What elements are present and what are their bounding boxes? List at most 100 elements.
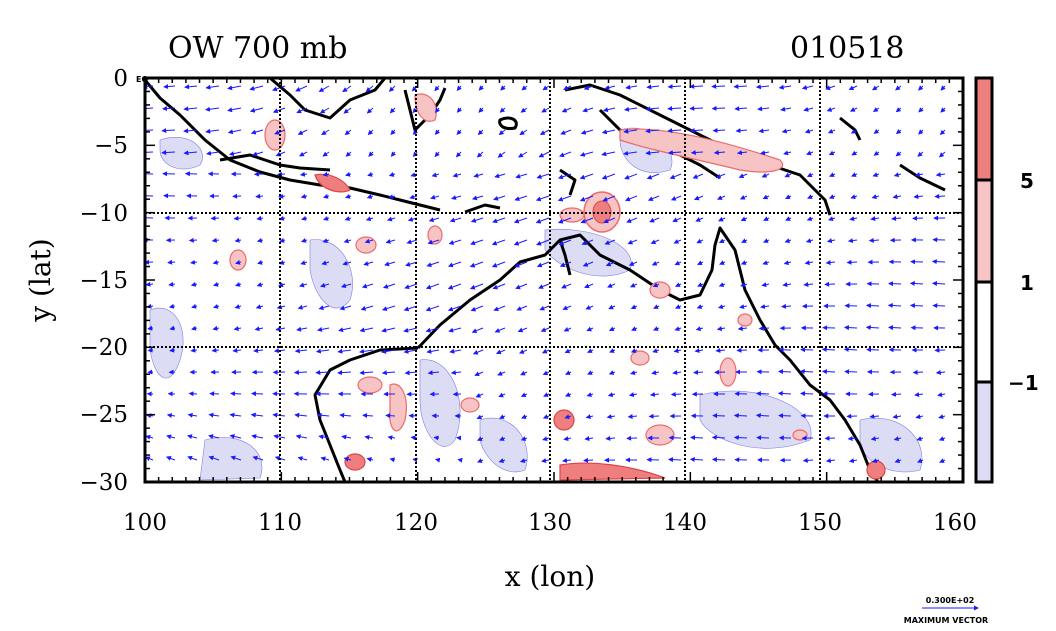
wind-vector <box>629 282 638 288</box>
colorbar-band-strong-positive <box>976 78 992 180</box>
wind-vector <box>365 216 374 222</box>
wind-vector <box>651 260 660 266</box>
wind-vector <box>255 193 264 199</box>
wind-vector <box>470 217 484 223</box>
wind-vector <box>628 392 638 398</box>
graticule <box>145 78 963 482</box>
wind-vector <box>626 217 638 223</box>
y-tick-label: 0 <box>113 66 128 92</box>
wind-vector <box>447 261 462 268</box>
wind-vector <box>498 392 506 398</box>
y-tick-label: −25 <box>79 402 128 428</box>
wind-vector <box>317 326 330 332</box>
wind-vector <box>187 412 198 418</box>
wind-vector <box>628 261 638 266</box>
wind-vector <box>456 129 462 136</box>
wind-vector <box>227 85 242 91</box>
wind-vector <box>557 217 572 224</box>
wind-vector <box>363 261 374 266</box>
wind-vector <box>847 238 858 244</box>
wind-vector <box>252 151 264 157</box>
wind-vector <box>386 216 396 222</box>
wind-vector <box>931 281 946 287</box>
wind-vector <box>359 327 374 333</box>
wind-vector <box>850 194 858 200</box>
wind-vector <box>652 282 660 288</box>
wind-vector <box>389 107 396 114</box>
wind-vector <box>804 128 814 134</box>
wind-vector <box>425 327 440 333</box>
wind-vector <box>762 260 770 266</box>
wind-vector <box>915 414 924 420</box>
wind-vector <box>166 434 176 440</box>
wind-vector <box>249 85 264 91</box>
wind-vector <box>211 237 220 243</box>
wind-vector <box>359 370 374 376</box>
wind-vector <box>582 261 594 267</box>
wind-vector <box>696 260 704 265</box>
wind-vector <box>674 260 682 266</box>
wind-vector <box>359 348 374 354</box>
wind-vector <box>848 85 858 91</box>
wind-vector <box>800 391 814 397</box>
wind-vector <box>624 195 638 202</box>
wind-vector <box>801 85 814 90</box>
wind-vector <box>848 458 858 464</box>
wind-vector <box>563 85 572 90</box>
wind-vector <box>778 369 792 375</box>
wind-vector <box>690 150 704 156</box>
wind-vector <box>404 370 418 376</box>
wind-vector <box>342 85 352 93</box>
wind-vector <box>345 151 352 157</box>
wind-vector <box>607 392 616 398</box>
wind-vector <box>581 239 594 246</box>
wind-vector <box>491 239 506 246</box>
wind-vector <box>733 84 748 90</box>
wind-vector <box>693 195 704 201</box>
wind-vector <box>871 458 880 464</box>
wind-vector <box>255 304 264 310</box>
wind-vector <box>805 238 814 244</box>
wind-vector <box>872 107 880 112</box>
wind-vector <box>535 217 550 224</box>
wind-vector <box>912 369 924 375</box>
wind-vector <box>738 173 748 178</box>
wind-vector <box>711 435 726 441</box>
wind-vector <box>939 129 946 135</box>
wind-vector <box>624 106 638 112</box>
wind-vector <box>361 283 374 289</box>
wind-vector <box>212 259 220 265</box>
plot-area <box>145 78 963 482</box>
wind-vector <box>228 151 242 157</box>
wind-vector <box>476 151 484 158</box>
wind-vector <box>145 151 154 153</box>
wind-vector <box>650 239 660 244</box>
wind-vector <box>209 391 220 397</box>
y-tick-label: −20 <box>79 335 128 361</box>
wind-vector <box>367 129 374 136</box>
wind-vector <box>166 413 176 418</box>
wind-vector <box>718 282 726 287</box>
y-tick-label: −10 <box>79 201 128 227</box>
y-axis-label: y (lat) <box>24 238 57 322</box>
wind-vector <box>499 107 506 113</box>
colorbar-band-negative <box>976 382 992 482</box>
wind-vector <box>850 128 858 134</box>
x-tick-label: 160 <box>933 510 977 536</box>
wind-vector <box>935 172 946 178</box>
wind-vector <box>608 370 616 375</box>
wind-vector <box>294 412 308 418</box>
wind-vector <box>455 151 462 158</box>
wind-vector <box>296 326 308 332</box>
wind-vector <box>427 370 440 376</box>
wind-vector <box>366 107 374 114</box>
wind-vector <box>322 171 330 177</box>
wind-vector <box>145 129 154 131</box>
wind-vector <box>712 127 726 133</box>
wind-vector <box>205 128 220 134</box>
wind-vector <box>873 150 880 156</box>
wind-vector <box>755 84 770 90</box>
wind-vector <box>711 83 726 89</box>
wind-vector <box>457 457 463 463</box>
equator-label: EQ <box>136 75 148 84</box>
